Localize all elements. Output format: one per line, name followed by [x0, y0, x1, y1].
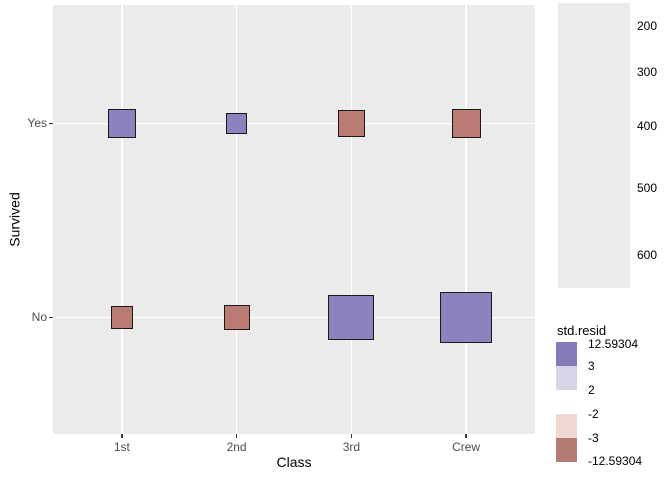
data-square-2nd-no [223, 304, 250, 331]
x-axis-tick [350, 434, 353, 438]
color-legend-segment-4 [556, 438, 577, 463]
color-legend-segment-2 [556, 390, 577, 415]
plot-panel [53, 5, 535, 434]
size-legend-label-300: 300 [637, 64, 658, 79]
y-tick-label-no: No [31, 310, 47, 324]
color-legend-segment-0 [556, 342, 577, 367]
major-gridline-horizontal [53, 316, 535, 319]
x-axis-tick [465, 434, 467, 438]
color-legend-title: std.resid [557, 323, 607, 338]
x-tick-label-crew: Crew [452, 440, 481, 454]
data-square-1st-yes [107, 109, 137, 138]
x-axis-title: Class [276, 454, 312, 470]
y-axis-tick [49, 122, 53, 125]
size-legend-label-400: 400 [637, 119, 658, 133]
y-axis-title: Survived [6, 191, 23, 247]
data-square-3rd-no [328, 294, 375, 341]
major-gridline-horizontal [53, 122, 535, 125]
data-square-1st-no [110, 306, 133, 329]
data-square-3rd-yes [338, 110, 365, 137]
major-gridline-vertical [465, 5, 467, 434]
size-legend-label-500: 500 [637, 181, 658, 195]
color-legend-break-label: 2 [588, 383, 595, 398]
x-tick-label-3rd: 3rd [342, 440, 361, 454]
size-legend-panel [558, 3, 630, 288]
size-legend-label-600: 600 [637, 248, 658, 262]
size-legend-label-200: 200 [637, 18, 658, 33]
color-legend-break-label: -2 [588, 407, 599, 422]
x-tick-label-1st: 1st [113, 440, 130, 454]
major-gridline-vertical [121, 5, 123, 434]
data-square-2nd-yes [225, 112, 248, 135]
color-legend-break-label: -3 [588, 431, 599, 446]
x-axis-tick [235, 434, 238, 438]
major-gridline-vertical [235, 5, 238, 434]
x-axis-tick [121, 434, 123, 438]
y-axis-tick [49, 316, 53, 319]
data-square-crew-no [440, 291, 493, 344]
data-square-crew-yes [451, 108, 481, 139]
major-gridline-vertical [350, 5, 353, 434]
color-legend-break-label: 3 [588, 359, 595, 374]
color-legend-break-label: 12.59304 [588, 337, 639, 352]
y-tick-label-yes: Yes [27, 116, 47, 130]
x-tick-label-2nd: 2nd [226, 440, 247, 454]
color-legend-segment-3 [556, 414, 577, 439]
color-legend-segment-1 [556, 366, 577, 391]
color-legend-break-label: -12.59304 [588, 454, 643, 469]
